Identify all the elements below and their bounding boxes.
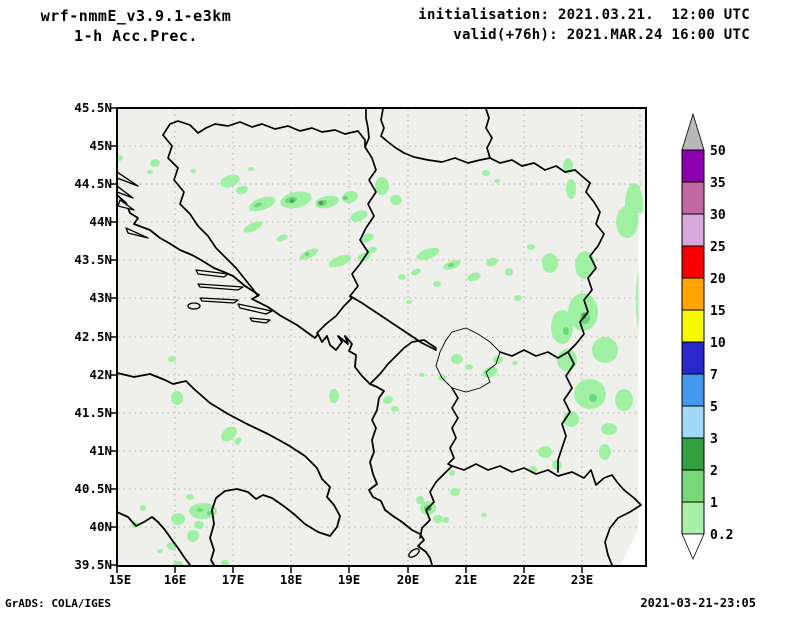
lon-label: 22E bbox=[513, 572, 536, 587]
lat-label: 43.5N bbox=[74, 252, 112, 267]
lon-label: 18E bbox=[280, 572, 303, 587]
albania-macedonia-border bbox=[447, 387, 459, 467]
init-time-label: initialisation: 2021.03.21. 12:00 UTC bbox=[418, 7, 750, 23]
colorbar-label: 35 bbox=[710, 176, 726, 191]
lat-label: 39.5N bbox=[74, 557, 112, 572]
product-title: 1-h Acc.Prec. bbox=[74, 27, 198, 45]
colorbar-label: 30 bbox=[710, 208, 726, 223]
colorbar-segment bbox=[681, 373, 705, 407]
lat-label: 41N bbox=[89, 443, 112, 458]
lat-label: 40.5N bbox=[74, 481, 112, 496]
lon-label: 20E bbox=[397, 572, 420, 587]
lon-label: 23E bbox=[571, 572, 594, 587]
lon-label: 17E bbox=[222, 572, 245, 587]
colorbar-segment bbox=[681, 437, 705, 471]
drina-border bbox=[349, 146, 377, 297]
italy-coast bbox=[118, 372, 341, 565]
colorbar-label: 7 bbox=[710, 368, 718, 383]
coastlines bbox=[118, 194, 433, 565]
colorbar-labels: 50 35 30 25 20 15 10 7 5 3 2 1 0.2 bbox=[710, 144, 733, 543]
montenegro-albania-border bbox=[369, 339, 437, 385]
lat-label: 44N bbox=[89, 214, 112, 229]
montenegro-serbia-border bbox=[349, 295, 437, 351]
colorbar-label: 50 bbox=[710, 144, 726, 159]
lon-label: 19E bbox=[338, 572, 361, 587]
kosovo-boundary bbox=[435, 327, 501, 393]
model-title: wrf-nmmE_v3.9.1-e3km bbox=[40, 7, 232, 25]
colorbar-label: 20 bbox=[710, 272, 726, 287]
lat-label: 40N bbox=[89, 519, 112, 534]
colorbar-label: 5 bbox=[710, 400, 718, 415]
colorbar-label: 2 bbox=[710, 464, 718, 479]
lon-label: 15E bbox=[109, 572, 132, 587]
danube-east-border bbox=[380, 109, 591, 184]
lat-label: 45.5N bbox=[74, 100, 112, 115]
colorbar-segment bbox=[681, 405, 705, 439]
serbia-bulgaria-border bbox=[557, 182, 605, 473]
colorbar: 50 35 30 25 20 15 10 7 5 3 2 1 0.2 bbox=[681, 112, 733, 560]
islands bbox=[118, 171, 420, 558]
danube-north-loop bbox=[364, 109, 370, 148]
creation-timestamp: 2021-03-21-23:05 bbox=[640, 596, 756, 610]
country-borders bbox=[162, 109, 642, 565]
colorbar-label: 0.2 bbox=[710, 528, 733, 543]
no-data-strip bbox=[620, 213, 645, 565]
colorbar-segment bbox=[681, 277, 705, 311]
colorbar-segment bbox=[681, 181, 705, 215]
lat-label: 44.5N bbox=[74, 176, 112, 191]
colorbar-overflow-triangle bbox=[681, 112, 705, 151]
colorbar-label: 10 bbox=[710, 336, 726, 351]
colorbar-segment bbox=[681, 469, 705, 503]
lat-label: 42N bbox=[89, 367, 112, 382]
lon-axis-labels: 15E 16E 17E 18E 19E 20E 21E 22E 23E bbox=[109, 572, 594, 587]
colorbar-label: 3 bbox=[710, 432, 718, 447]
italy-sw-coast bbox=[118, 511, 191, 565]
colorbar-label: 25 bbox=[710, 240, 726, 255]
macedonia-greece-border bbox=[451, 463, 642, 565]
lat-label: 41.5N bbox=[74, 405, 112, 420]
sava-danube-border bbox=[162, 120, 366, 148]
lat-label: 42.5N bbox=[74, 329, 112, 344]
lat-axis-labels: 45.5N 45N 44.5N 44N 43.5N 43N 42.5N 42N … bbox=[74, 100, 112, 572]
axis-ticks bbox=[110, 107, 583, 573]
adriatic-east-coast bbox=[118, 194, 433, 565]
colorbar-label: 1 bbox=[710, 496, 718, 511]
colorbar-segment bbox=[681, 213, 705, 247]
lon-label: 21E bbox=[455, 572, 478, 587]
serbia-romania-border bbox=[485, 109, 493, 159]
colorbar-segment bbox=[681, 341, 705, 375]
grads-credit: GrADS: COLA/IGES bbox=[5, 597, 111, 610]
colorbar-segment bbox=[681, 245, 705, 279]
colorbar-segment bbox=[681, 309, 705, 343]
albania-greece-border bbox=[419, 465, 453, 539]
lon-label: 16E bbox=[164, 572, 187, 587]
colorbar-label: 15 bbox=[710, 304, 726, 319]
serbia-macedonia-border bbox=[499, 349, 569, 359]
colorbar-underflow-triangle bbox=[681, 533, 705, 560]
colorbar-segment bbox=[681, 149, 705, 183]
valid-time-label: valid(+76h): 2021.MAR.24 16:00 UTC bbox=[453, 27, 750, 43]
lat-label: 43N bbox=[89, 290, 112, 305]
croatia-bosnia-border bbox=[162, 134, 259, 297]
lat-label: 45N bbox=[89, 138, 112, 153]
colorbar-segment bbox=[681, 501, 705, 535]
